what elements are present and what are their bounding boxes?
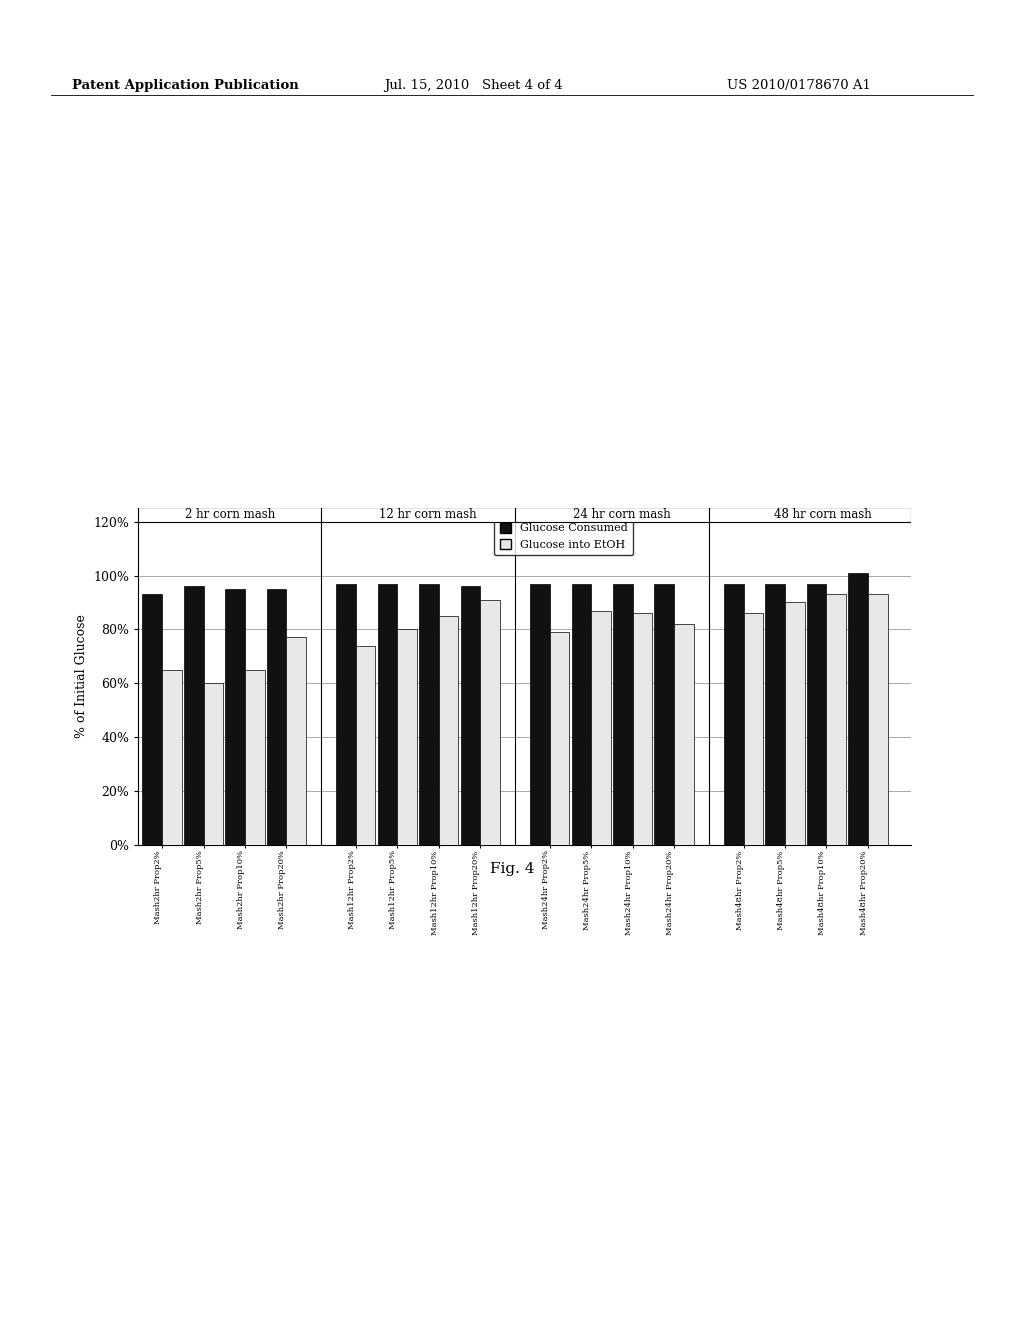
Bar bbox=[826, 594, 846, 845]
Legend: Glucose Consumed, Glucose into EtOH: Glucose Consumed, Glucose into EtOH bbox=[494, 517, 633, 556]
Bar bbox=[225, 589, 245, 845]
Bar bbox=[397, 630, 417, 845]
Text: US 2010/0178670 A1: US 2010/0178670 A1 bbox=[727, 79, 871, 92]
Bar bbox=[807, 583, 826, 845]
Bar bbox=[674, 624, 693, 845]
Bar bbox=[848, 573, 868, 845]
Bar bbox=[868, 594, 888, 845]
Bar bbox=[336, 583, 356, 845]
Bar bbox=[378, 583, 397, 845]
Bar bbox=[356, 645, 376, 845]
Text: Jul. 15, 2010   Sheet 4 of 4: Jul. 15, 2010 Sheet 4 of 4 bbox=[384, 79, 562, 92]
Text: 12 hr corn mash: 12 hr corn mash bbox=[379, 508, 477, 521]
Bar bbox=[287, 638, 306, 845]
Bar bbox=[654, 583, 674, 845]
Bar bbox=[591, 611, 610, 845]
Bar bbox=[245, 669, 264, 845]
Bar bbox=[142, 594, 162, 845]
Bar bbox=[439, 616, 459, 845]
Text: Patent Application Publication: Patent Application Publication bbox=[72, 79, 298, 92]
Bar bbox=[724, 583, 743, 845]
Bar bbox=[743, 614, 763, 845]
Bar bbox=[633, 614, 652, 845]
Text: 48 hr corn mash: 48 hr corn mash bbox=[774, 508, 871, 521]
Y-axis label: % of Initial Glucose: % of Initial Glucose bbox=[75, 615, 88, 738]
Bar bbox=[162, 669, 181, 845]
Bar bbox=[204, 684, 223, 845]
Bar bbox=[480, 599, 500, 845]
Text: Fig. 4: Fig. 4 bbox=[489, 862, 535, 876]
Bar bbox=[550, 632, 569, 845]
Bar bbox=[184, 586, 204, 845]
Bar bbox=[530, 583, 550, 845]
Bar bbox=[613, 583, 633, 845]
Bar bbox=[785, 602, 805, 845]
Bar bbox=[571, 583, 591, 845]
Bar bbox=[138, 507, 911, 521]
Text: 24 hr corn mash: 24 hr corn mash bbox=[572, 508, 671, 521]
Bar bbox=[419, 583, 439, 845]
Bar bbox=[765, 583, 785, 845]
Bar bbox=[461, 586, 480, 845]
Text: 2 hr corn mash: 2 hr corn mash bbox=[184, 508, 275, 521]
Bar bbox=[267, 589, 287, 845]
